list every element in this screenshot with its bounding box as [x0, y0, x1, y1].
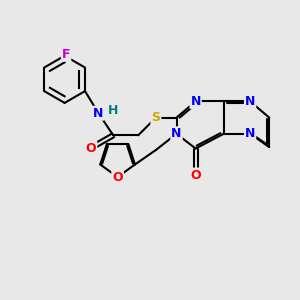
- Text: N: N: [171, 127, 182, 140]
- Text: S: S: [152, 111, 160, 124]
- Text: O: O: [86, 142, 96, 155]
- Text: O: O: [112, 171, 123, 184]
- Text: N: N: [245, 95, 255, 108]
- Text: N: N: [245, 127, 255, 140]
- Text: F: F: [62, 48, 70, 61]
- Text: O: O: [190, 169, 201, 182]
- Text: H: H: [107, 104, 118, 117]
- Text: N: N: [190, 95, 201, 108]
- Text: N: N: [93, 107, 104, 120]
